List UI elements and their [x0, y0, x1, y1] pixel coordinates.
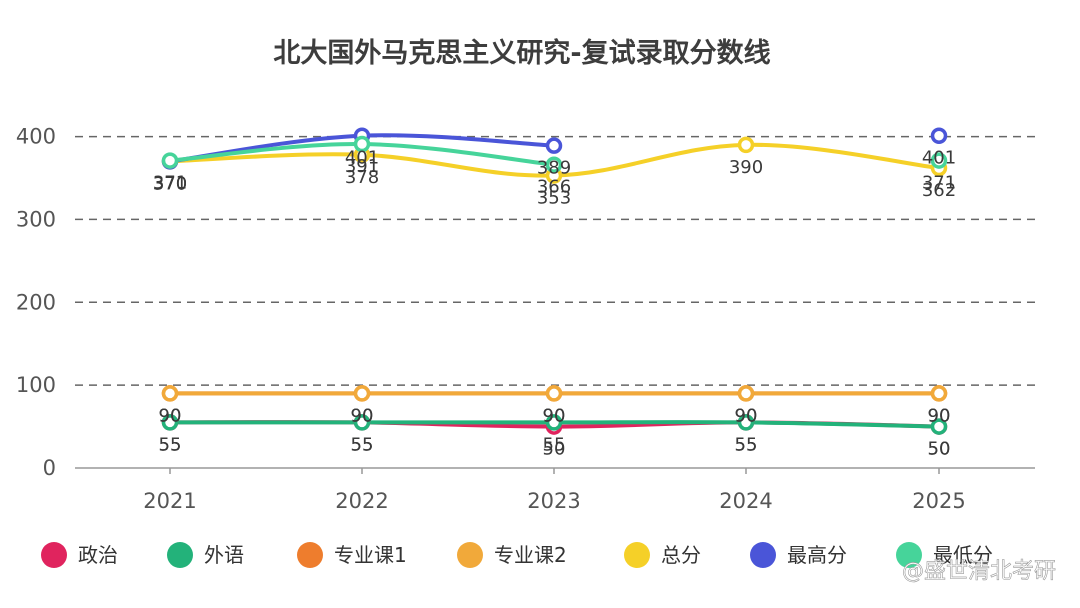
chart-title: 北大国外马克思主义研究-复试录取分数线: [273, 37, 770, 69]
series-6-point-2023[interactable]: [545, 156, 563, 173]
series-0-label-2021: 55: [159, 434, 182, 455]
series-5-point-2025[interactable]: [930, 127, 948, 144]
y-tick-label-300: 300: [16, 207, 56, 231]
series-1-point-2023[interactable]: [545, 414, 563, 431]
x-tick-label-2021: 2021: [143, 489, 196, 513]
x-tick-label-2025: 2025: [912, 489, 965, 513]
legend-swatch-1: [167, 542, 193, 568]
legend-label-4: 总分: [661, 543, 701, 567]
series-5-label-2021: 370: [153, 173, 187, 194]
legend[interactable]: 政治 外语 专业课1 专业课2 总分 最高分 最低分: [41, 542, 993, 568]
series-0-label-2025: 50: [928, 439, 951, 460]
series-1-point-2021[interactable]: [161, 414, 179, 431]
series-4-label-2022: 378: [345, 167, 379, 188]
series-3-point-2025[interactable]: [930, 385, 948, 402]
legend-label-0: 政治: [78, 543, 118, 567]
legend-swatch-5: [750, 542, 776, 568]
series-1-label-2021: 55: [159, 434, 182, 455]
series-1-label-2024: 55: [735, 434, 758, 455]
series-4-label-2021: 370: [153, 173, 187, 194]
series-4-label-2023: 353: [537, 188, 571, 209]
series-points: [161, 127, 948, 435]
series-3-label-2025: 90: [928, 405, 951, 426]
series-3-label-2021: 90: [159, 405, 182, 426]
series-3-point-2022[interactable]: [353, 385, 371, 402]
series-1-point-2024[interactable]: [737, 414, 755, 431]
series-5-label-2025: 401: [922, 148, 956, 169]
legend-swatch-6: [896, 542, 922, 568]
legend-label-1: 外语: [204, 543, 244, 567]
legend-label-2: 专业课1: [334, 543, 407, 567]
series-2-label-2025: 90: [928, 405, 951, 426]
x-tick-label-2024: 2024: [719, 489, 772, 513]
axes: 0 100 200 300 400 2021 2022 2023 2024 2025: [16, 125, 1035, 513]
legend-label-3: 专业课2: [494, 543, 567, 567]
series-6-label-2025: 371: [922, 173, 956, 194]
series-2-label-2023: 90: [543, 405, 566, 426]
legend-label-6: 最低分: [933, 543, 993, 567]
series-6-label-2022: 391: [345, 156, 379, 177]
series-5-label-2023: 389: [537, 158, 571, 179]
series-3-label-2024: 90: [735, 405, 758, 426]
series-6-point-2025[interactable]: [930, 152, 948, 169]
grid-lines: [75, 135, 1035, 386]
series-4-label-2025: 362: [922, 180, 956, 201]
legend-item-0[interactable]: 政治: [41, 542, 118, 568]
series-4-point-2024[interactable]: [737, 136, 755, 154]
legend-item-4[interactable]: 总分: [624, 542, 701, 568]
legend-item-5[interactable]: 最高分: [750, 542, 847, 568]
y-tick-label-100: 100: [16, 373, 56, 397]
series-6-point-2022[interactable]: [353, 135, 371, 153]
x-tick-label-2023: 2023: [527, 489, 580, 513]
series-1-label-2022: 55: [351, 434, 374, 455]
legend-label-5: 最高分: [787, 543, 847, 567]
series-6-point-2021[interactable]: [161, 152, 179, 169]
series-2-label-2024: 90: [735, 405, 758, 426]
series-5-point-2023[interactable]: [545, 137, 563, 154]
series-2-label-2022: 90: [351, 405, 374, 426]
series-6-label-2021: 371: [153, 173, 187, 194]
series-1-label-2023: 55: [543, 434, 566, 455]
series-3-label-2023: 90: [543, 405, 566, 426]
series-4-label-2024: 390: [729, 157, 763, 178]
series-1-point-2025[interactable]: [930, 418, 948, 435]
legend-swatch-0: [41, 542, 67, 568]
series-6-label-2023: 366: [537, 177, 571, 198]
legend-swatch-2: [297, 542, 323, 568]
series-3-point-2021[interactable]: [161, 385, 179, 402]
series-3-point-2024[interactable]: [737, 385, 755, 402]
legend-item-3[interactable]: 专业课2: [457, 542, 567, 568]
legend-item-2[interactable]: 专业课1: [297, 542, 407, 568]
series-3-point-2023[interactable]: [545, 385, 563, 402]
legend-swatch-3: [457, 542, 483, 568]
legend-swatch-4: [624, 542, 650, 568]
series-1-label-2025: 50: [928, 439, 951, 460]
legend-item-6[interactable]: 最低分: [896, 542, 993, 568]
series-5-label-2022: 401: [345, 148, 379, 169]
y-tick-label-200: 200: [16, 290, 56, 314]
series-0-label-2022: 55: [351, 434, 374, 455]
watermark: @盛世清北考研: [902, 559, 1056, 584]
y-tick-label-400: 400: [16, 125, 56, 149]
y-tick-label-0: 0: [43, 456, 56, 480]
legend-item-1[interactable]: 外语: [167, 542, 244, 568]
series-0-label-2024: 55: [735, 434, 758, 455]
x-tick-label-2022: 2022: [335, 489, 388, 513]
series-2-label-2021: 90: [159, 405, 182, 426]
series-0-label-2023: 50: [543, 439, 566, 460]
series-3-label-2022: 90: [351, 405, 374, 426]
series-1-point-2022[interactable]: [353, 414, 371, 431]
